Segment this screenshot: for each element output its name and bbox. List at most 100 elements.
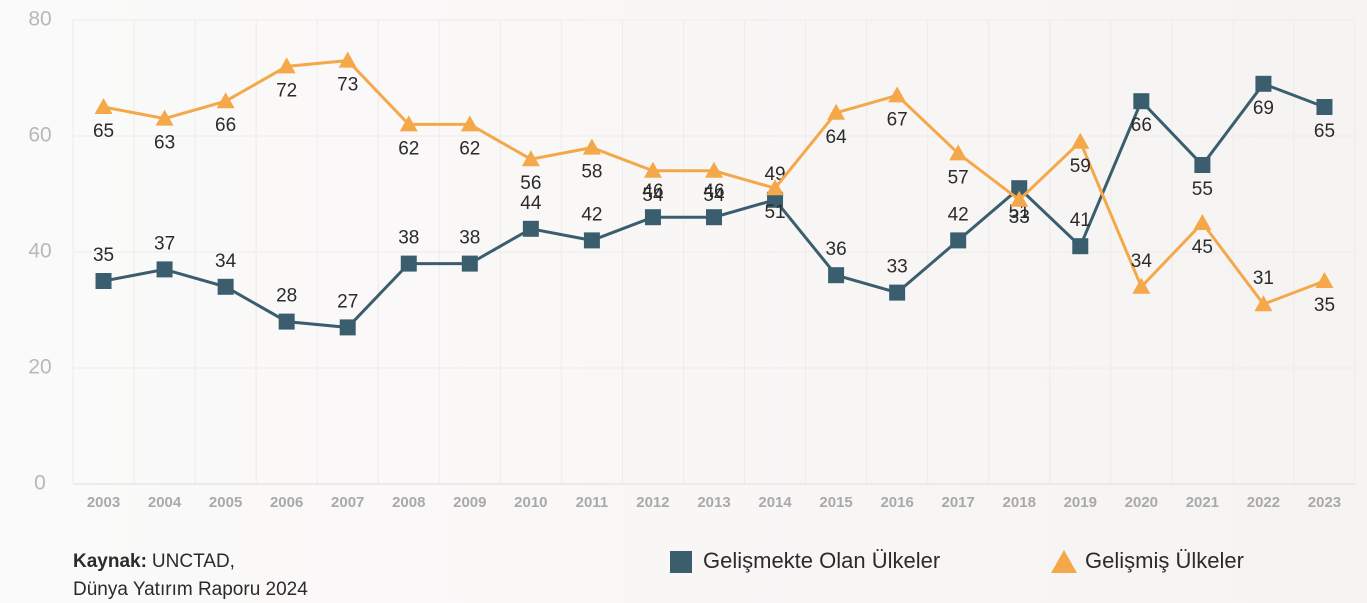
x-tick-label: 2009 bbox=[453, 494, 486, 511]
data-label: 65 bbox=[93, 121, 114, 142]
data-label: 65 bbox=[1314, 121, 1335, 142]
data-label: 42 bbox=[581, 204, 602, 225]
x-tick-label: 2008 bbox=[392, 494, 425, 511]
marker bbox=[644, 209, 661, 226]
data-label: 41 bbox=[1070, 210, 1091, 231]
data-label: 46 bbox=[703, 181, 724, 202]
marker bbox=[156, 261, 173, 278]
data-label: 57 bbox=[948, 167, 969, 188]
legend-marker bbox=[670, 551, 692, 573]
marker bbox=[1194, 157, 1211, 173]
marker bbox=[1255, 75, 1272, 92]
data-label: 59 bbox=[1070, 156, 1091, 177]
data-label: 35 bbox=[1314, 295, 1335, 316]
marker bbox=[1011, 180, 1028, 197]
legend-marker bbox=[1051, 550, 1077, 573]
marker bbox=[399, 115, 418, 132]
data-label: 58 bbox=[581, 162, 602, 183]
marker bbox=[766, 179, 785, 196]
marker bbox=[1010, 190, 1029, 207]
data-label: 66 bbox=[215, 115, 236, 136]
data-label: 51 bbox=[1009, 202, 1030, 223]
source: Kaynak: UNCTAD, bbox=[73, 551, 235, 572]
data-label: 38 bbox=[459, 228, 480, 249]
data-label: 64 bbox=[826, 127, 848, 148]
marker bbox=[1315, 272, 1334, 288]
y-tick-label: 20 bbox=[28, 356, 51, 379]
marker bbox=[1254, 295, 1273, 312]
data-label: 63 bbox=[154, 133, 175, 154]
x-tick-label: 2011 bbox=[576, 494, 609, 511]
legend-label: Gelişmekte Olan Ülkeler bbox=[703, 548, 940, 573]
data-label: 54 bbox=[642, 185, 664, 206]
data-label: 62 bbox=[398, 138, 419, 159]
marker bbox=[1193, 214, 1212, 230]
data-label: 66 bbox=[1131, 115, 1152, 136]
marker bbox=[705, 161, 723, 178]
marker bbox=[521, 150, 540, 167]
marker bbox=[1072, 238, 1089, 255]
marker bbox=[827, 103, 846, 120]
marker bbox=[583, 232, 600, 249]
x-tick-label: 2006 bbox=[270, 494, 303, 511]
x-tick-label: 2022 bbox=[1247, 494, 1280, 511]
marker bbox=[888, 86, 907, 103]
marker bbox=[767, 191, 784, 208]
data-label: 73 bbox=[337, 75, 358, 96]
marker bbox=[460, 115, 479, 132]
y-tick-label: 40 bbox=[28, 240, 51, 263]
data-label: 27 bbox=[337, 291, 358, 312]
marker bbox=[155, 109, 174, 126]
annotation: 33 bbox=[1009, 207, 1030, 228]
x-tick-label: 2017 bbox=[942, 494, 975, 511]
x-tick-label: 2014 bbox=[758, 494, 792, 511]
data-label: 34 bbox=[1131, 251, 1153, 272]
marker bbox=[277, 57, 296, 74]
marker bbox=[706, 209, 722, 226]
x-tick-label: 2018 bbox=[1003, 494, 1036, 511]
marker bbox=[461, 255, 478, 272]
data-label: 31 bbox=[1253, 268, 1274, 289]
marker bbox=[949, 144, 968, 161]
marker bbox=[1133, 93, 1150, 110]
legend-label: Gelişmiş Ülkeler bbox=[1085, 548, 1244, 573]
data-label: 35 bbox=[93, 245, 114, 266]
marker bbox=[217, 278, 234, 295]
x-tick-label: 2023 bbox=[1308, 494, 1341, 511]
data-label: 54 bbox=[703, 185, 725, 206]
data-label: 55 bbox=[1192, 179, 1213, 200]
data-label: 34 bbox=[215, 251, 237, 272]
data-label: 33 bbox=[887, 257, 908, 278]
marker bbox=[643, 161, 662, 178]
x-tick-label: 2021 bbox=[1186, 494, 1219, 511]
y-tick-label: 0 bbox=[34, 472, 46, 495]
data-label: 67 bbox=[887, 109, 908, 130]
x-tick-label: 2003 bbox=[87, 494, 120, 511]
marker bbox=[400, 255, 417, 272]
x-tick-label: 2005 bbox=[209, 494, 242, 511]
marker bbox=[950, 232, 967, 249]
x-tick-label: 2010 bbox=[514, 494, 547, 511]
x-tick-label: 2007 bbox=[331, 494, 364, 511]
marker bbox=[1071, 132, 1090, 149]
marker bbox=[1316, 99, 1333, 115]
data-label: 72 bbox=[276, 80, 297, 101]
x-tick-label: 2019 bbox=[1064, 494, 1097, 511]
data-label: 46 bbox=[642, 181, 663, 202]
marker bbox=[339, 319, 356, 336]
marker bbox=[889, 284, 906, 301]
data-label: 62 bbox=[459, 138, 480, 159]
x-tick-label: 2013 bbox=[697, 494, 730, 511]
x-tick-label: 2016 bbox=[880, 494, 913, 511]
data-label: 56 bbox=[520, 173, 541, 194]
marker bbox=[278, 313, 295, 330]
data-label: 28 bbox=[276, 286, 297, 307]
x-tick-label: 2012 bbox=[636, 494, 669, 511]
x-tick-label: 2004 bbox=[148, 494, 182, 511]
marker bbox=[582, 138, 601, 155]
x-tick-label: 2015 bbox=[819, 494, 852, 511]
y-tick-label: 80 bbox=[28, 8, 51, 31]
x-tick-label: 2020 bbox=[1125, 494, 1158, 511]
data-label: 44 bbox=[520, 193, 542, 214]
